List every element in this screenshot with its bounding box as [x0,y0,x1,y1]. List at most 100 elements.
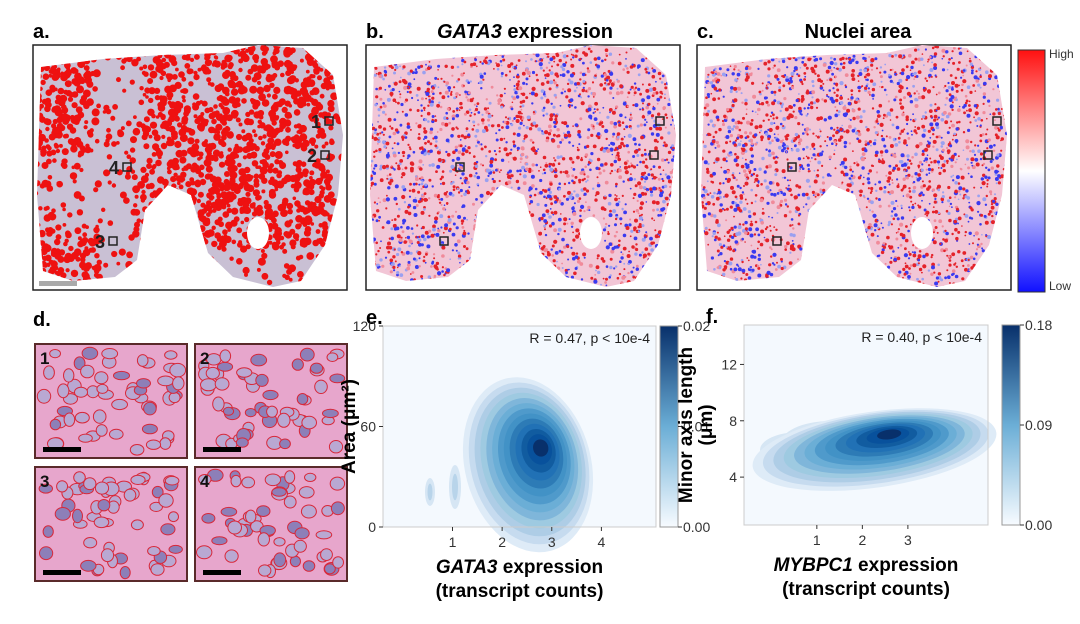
speck [227,55,233,60]
speck [428,197,431,200]
speck [572,56,575,59]
speck [455,107,459,111]
speck [576,155,580,160]
speck [50,149,57,156]
panel-label: a. [33,21,50,43]
speck [512,132,516,136]
speck [277,204,285,212]
speck [304,215,313,224]
speck [897,246,900,249]
speck [228,96,237,104]
speck [635,267,639,271]
speck [231,239,237,245]
speck [477,123,480,126]
speck [323,232,328,238]
speck [495,62,497,64]
speck [590,152,594,156]
speck [604,128,609,134]
speck [221,246,227,252]
speck [441,170,445,173]
speck [650,132,655,136]
speck [237,162,242,168]
speck [837,110,841,114]
speck [905,65,909,69]
speck [636,154,640,157]
speck [58,143,63,148]
speck [284,220,292,228]
speck [427,120,430,123]
speck [425,63,427,66]
speck [292,196,297,201]
speck [805,145,809,149]
speck [579,117,583,121]
speck [399,96,402,99]
speck [545,162,548,164]
speck [666,175,671,180]
speck [657,177,661,181]
speck [880,134,884,138]
speck [617,200,621,204]
speck [294,180,299,185]
speck [428,178,432,182]
speck [175,67,179,72]
speck [392,153,397,158]
speck [443,204,446,206]
speck [723,196,725,198]
speck [89,148,94,153]
speck [611,61,615,65]
speck [570,63,575,68]
speck [313,160,322,169]
speck [330,84,336,90]
speck [143,143,150,150]
speck [569,98,574,102]
speck [561,73,566,77]
speck [424,261,427,264]
speck [495,138,499,142]
speck [499,94,503,98]
speck [381,131,384,134]
speck [161,178,169,186]
speck [235,117,241,123]
speck [397,247,402,252]
speck [650,173,654,177]
speck [517,110,522,115]
speck [311,106,319,114]
speck [284,141,290,147]
speck [429,142,433,146]
speck [554,72,559,77]
speck [957,250,961,254]
speck [637,73,641,77]
speck [409,108,412,112]
speck [413,78,416,81]
speck [431,163,435,167]
speck [187,164,191,168]
speck [578,218,583,223]
speck [261,252,268,259]
speck [133,115,137,119]
speck [414,70,416,72]
speck [189,177,195,183]
speck [300,240,308,248]
speck [415,204,419,207]
speck [447,215,451,219]
speck [613,124,617,129]
speck [382,140,386,144]
speck [566,174,570,178]
speck [828,89,831,92]
speck [121,58,127,64]
speck [982,173,986,177]
speck [396,142,400,146]
speck [111,183,117,188]
speck [604,226,607,229]
speck [314,144,319,149]
speck [65,268,70,273]
speck [61,148,69,156]
speck [459,165,463,170]
speck [922,193,925,197]
speck [155,159,162,167]
speck [539,190,543,195]
speck [219,182,225,188]
speck [778,60,781,63]
speck [306,58,315,66]
speck [231,207,239,215]
